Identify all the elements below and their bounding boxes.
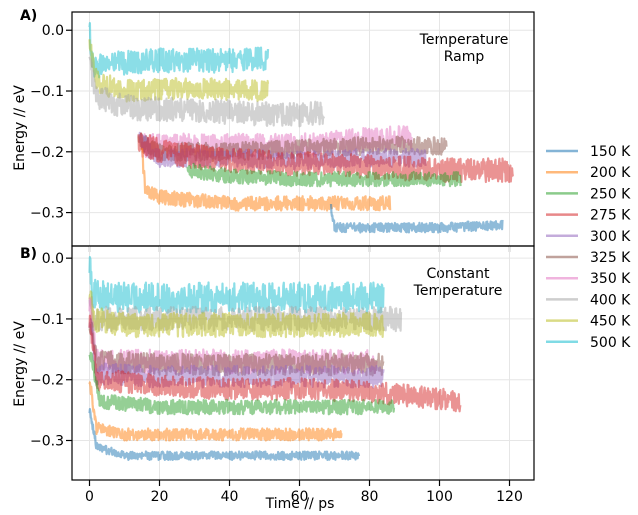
panel-b: B) Energy // eV Constant Temperature 0.0… xyxy=(12,245,535,505)
panel-a-series-line-2 xyxy=(88,56,326,128)
panel-b-ytick-label: 0.0 xyxy=(42,251,64,267)
xtick-label: 40 xyxy=(221,489,239,505)
xtick-label: 60 xyxy=(291,489,309,505)
legend: 150 K 200 K 250 K 275 K 300 K 325 K 350 K 400 K… xyxy=(546,144,631,351)
legend-label: 150 K xyxy=(590,144,631,160)
panel-a-ytick-label: −0.3 xyxy=(30,206,64,222)
panel-b-series-line-9 xyxy=(88,408,361,461)
legend-label: 450 K xyxy=(590,314,631,330)
xtick-label: 0 xyxy=(85,489,94,505)
panel-b-annotation-line-2: Temperature xyxy=(413,283,503,299)
panel-a-series-line-7 xyxy=(186,162,462,188)
panel-a-series-line-1 xyxy=(88,39,270,103)
legend-label: 250 K xyxy=(590,186,631,202)
xtick-label: 20 xyxy=(151,489,169,505)
panel-b-annotation-line-1: Constant xyxy=(427,266,490,282)
panel-b-ytick-label: −0.3 xyxy=(30,433,64,449)
panel-a-series-line-9 xyxy=(329,203,504,234)
legend-label: 325 K xyxy=(590,250,631,266)
panel-b-label: B) xyxy=(20,246,37,262)
panel-a-series-line-8 xyxy=(140,148,392,212)
panel-a-series-line-0 xyxy=(88,22,270,79)
panel-a-annotation-line-1: Temperature xyxy=(419,32,509,48)
panel-b-frame xyxy=(71,245,535,481)
legend-label: 350 K xyxy=(590,271,631,287)
panel-a: A) Energy // eV Temperature Ramp 0.0 −0.1… xyxy=(12,8,535,252)
panel-b-series-line-0 xyxy=(88,256,385,314)
panel-b-ytick-label: −0.1 xyxy=(30,312,64,328)
legend-label: 275 K xyxy=(590,208,631,224)
legend-label: 200 K xyxy=(590,165,631,181)
panel-b-series-line-7 xyxy=(88,351,396,416)
panel-a-label: A) xyxy=(20,8,37,24)
legend-label: 400 K xyxy=(590,292,631,308)
panel-b-series-line-8 xyxy=(88,381,343,442)
xtick-label: 80 xyxy=(361,489,379,505)
panel-b-series-line-6 xyxy=(88,314,462,413)
legend-label: 300 K xyxy=(590,229,631,245)
panel-b-ytick-label: −0.2 xyxy=(30,373,64,389)
panel-a-ytick-label: −0.1 xyxy=(30,84,64,100)
xtick-label: 120 xyxy=(496,489,523,505)
panel-b-series-line-2 xyxy=(88,290,385,339)
panel-a-ylabel: Energy // eV xyxy=(12,85,28,171)
panel-a-ytick-label: 0.0 xyxy=(42,23,64,39)
legend-label: 500 K xyxy=(590,335,631,351)
panel-b-ylabel: Energy // eV xyxy=(12,321,28,407)
xtick-label: 100 xyxy=(426,489,453,505)
panel-a-annotation-line-2: Ramp xyxy=(444,49,485,65)
panel-a-ytick-label: −0.2 xyxy=(30,145,64,161)
x-axis-label: Time // ps xyxy=(265,496,335,512)
